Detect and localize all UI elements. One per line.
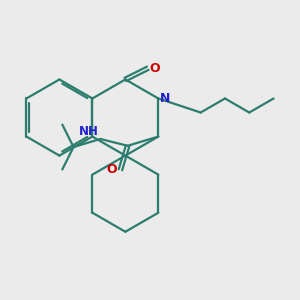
Text: O: O [107,163,117,176]
Text: N: N [160,92,171,105]
Text: NH: NH [79,125,98,138]
Text: O: O [150,62,160,75]
